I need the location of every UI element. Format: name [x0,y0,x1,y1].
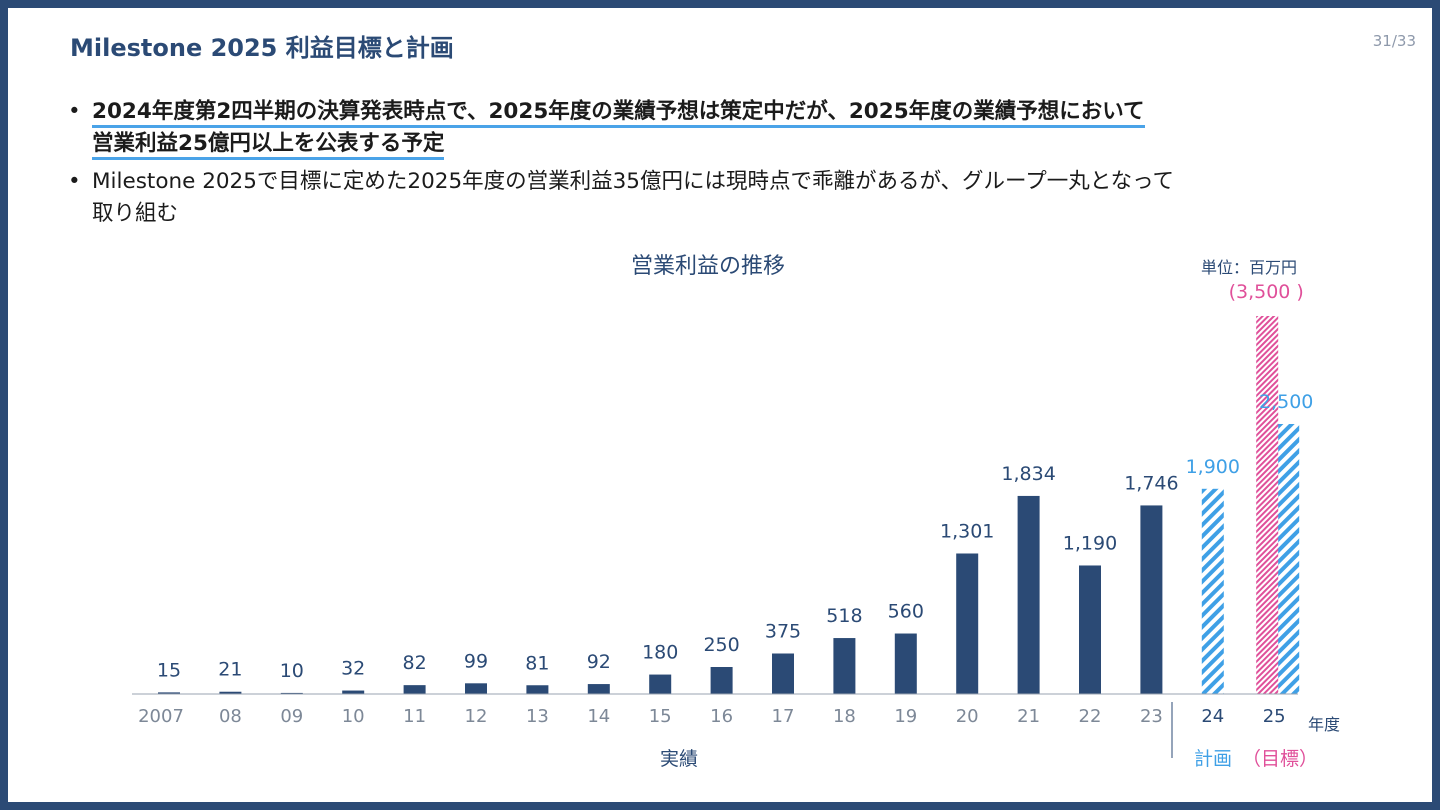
tick-label-20: 20 [956,706,979,727]
bar-09-actual [280,692,303,694]
value-label-15: 180 [642,642,678,664]
value-label-14: 92 [587,651,611,673]
value-label-25: 2,500 [1259,391,1313,413]
tick-label-12: 12 [465,706,488,727]
bar-24-plan [1201,488,1224,694]
bar-23-actual [1140,505,1163,694]
unit-label: 単位：百万円 [1201,258,1298,277]
tick-label-14: 14 [587,706,610,727]
bar-21-actual [1017,495,1040,694]
value-label-25: (3,500 ) [1229,281,1304,303]
bar-16-actual [710,667,733,694]
bullet-dot: • [68,169,81,194]
x-unit-label: 年度 [1308,715,1341,734]
tick-label-16: 16 [710,706,733,727]
bullet-dot: • [68,99,81,124]
value-label-24: 1,900 [1186,456,1240,478]
tick-label-13: 13 [526,706,549,727]
bar-18-actual [833,638,856,694]
value-label-23: 1,746 [1124,472,1178,494]
bar-20-actual [956,553,979,694]
bars-group [158,316,1300,694]
bar-12-actual [465,683,487,694]
tick-label-21: 21 [1017,706,1040,727]
tick-label-25: 25 [1263,706,1286,727]
bullet-item: • 2024年度第2四半期の決算発表時点で、2025年度の業績予想は策定中だが、… [66,96,1366,160]
value-label-18: 518 [826,605,862,627]
bullet-line: Milestone 2025で目標に定めた2025年度の営業利益35億円には現時… [92,169,1175,194]
bullet-line: 2024年度第2四半期の決算発表時点で、2025年度の業績予想は策定中だが、20… [92,99,1145,128]
bullet-list: • 2024年度第2四半期の決算発表時点で、2025年度の業績予想は策定中だが、… [66,96,1366,236]
chart-title: 営業利益の推移 [630,254,785,279]
value-label-12: 99 [464,650,488,672]
tick-label-11: 11 [403,706,426,727]
bullet-line: 取り組む [92,201,179,226]
tick-label-2007: 2007 [138,706,184,727]
bar-08-actual [219,691,242,694]
page-number: 31/33 [1372,32,1416,50]
value-label-11: 82 [403,652,427,674]
value-label-17: 375 [765,621,801,643]
value-label-13: 81 [525,652,549,674]
tick-labels-group: 2007 08 09 10 11 12 13 14 15 16 17 18 19 20 21 22 23 24 25 [138,706,1286,727]
bar-25-plan [1277,424,1300,694]
value-label-2007: 15 [157,659,181,681]
tick-label-15: 15 [649,706,672,727]
bar-2007-actual [158,692,180,694]
bar-13-actual [526,685,549,694]
target-group-label: （目標） [1242,748,1319,770]
bullet-item: • Milestone 2025で目標に定めた2025年度の営業利益35億円には… [66,166,1366,230]
bar-25-target [1256,316,1279,694]
value-label-16: 250 [703,634,739,656]
tick-label-09: 09 [280,706,303,727]
bar-19-actual [894,633,917,694]
bullet-line: 営業利益25億円以上を公表する予定 [92,131,445,160]
value-label-20: 1,301 [940,520,994,542]
bar-14-actual [587,684,610,694]
value-label-21: 1,834 [1001,463,1055,485]
bar-22-actual [1079,565,1101,694]
tick-label-08: 08 [219,706,242,727]
tick-label-17: 17 [772,706,795,727]
value-label-22: 1,190 [1063,532,1117,554]
value-label-09: 10 [280,660,304,682]
tick-label-22: 22 [1079,706,1102,727]
bar-17-actual [772,653,794,694]
bar-11-actual [403,685,426,694]
tick-label-19: 19 [894,706,917,727]
tick-label-23: 23 [1140,706,1163,727]
value-label-19: 560 [888,601,924,623]
value-label-10: 32 [341,658,365,680]
tick-label-24: 24 [1201,706,1224,727]
value-label-08: 21 [218,659,242,681]
bullet-text: 2024年度第2四半期の決算発表時点で、2025年度の業績予想は策定中だが、20… [92,96,1366,160]
tick-label-18: 18 [833,706,856,727]
slide-title: Milestone 2025 利益目標と計画 [70,34,454,62]
bar-15-actual [649,674,672,694]
plan-group-label: 計画 [1194,748,1233,770]
actual-group-label: 実績 [660,748,699,770]
bar-chart: 15 21 10 32 82 99 81 92 180 250 375 518 560 1,301 1,83… [132,281,1313,758]
tick-label-10: 10 [342,706,365,727]
value-labels-group: 15 21 10 32 82 99 81 92 180 250 375 518 560 1,301 1,83… [157,281,1313,682]
bullet-text: Milestone 2025で目標に定めた2025年度の営業利益35億円には現時… [92,166,1366,230]
bar-10-actual [342,690,365,694]
